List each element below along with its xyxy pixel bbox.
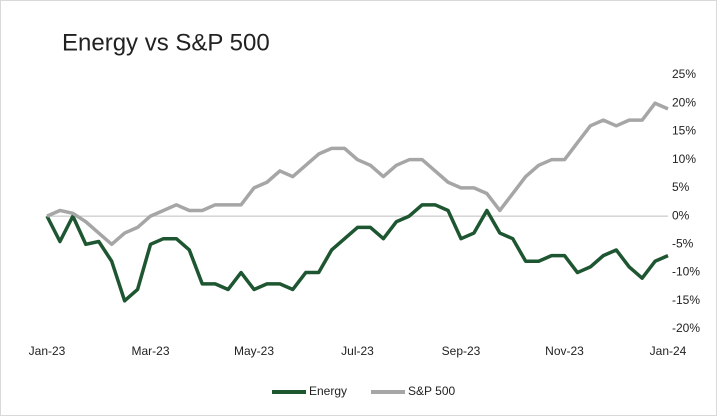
y-tick-label: 20%: [672, 95, 696, 109]
series-line: [45, 203, 669, 303]
y-tick-label: 0%: [672, 208, 690, 222]
y-tick-label: 10%: [672, 152, 696, 166]
y-tick-label: -5%: [672, 237, 694, 251]
y-tick-label: 25%: [672, 67, 696, 81]
y-tick-label: 5%: [672, 180, 690, 194]
y-tick-label: -15%: [672, 293, 700, 307]
x-tick-label: Jan-23: [29, 344, 66, 358]
x-tick-label: May-23: [234, 344, 274, 358]
x-tick-label: Jul-23: [341, 344, 374, 358]
y-tick-label: -10%: [672, 265, 700, 279]
legend-label: S&P 500: [408, 384, 455, 398]
series-line: [46, 101, 669, 247]
x-tick-label: Jan-24: [650, 344, 687, 358]
legend-label: Energy: [309, 384, 347, 398]
x-tick-label: Sep-23: [442, 344, 481, 358]
chart-title: Energy vs S&P 500: [62, 29, 270, 56]
x-tick-label: Mar-23: [131, 344, 169, 358]
y-tick-label: 15%: [672, 124, 696, 138]
x-tick-label: Nov-23: [545, 344, 584, 358]
y-tick-label: -20%: [672, 321, 700, 335]
